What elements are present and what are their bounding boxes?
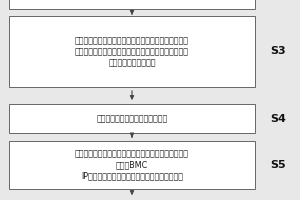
- Bar: [9, 104, 255, 133]
- Bar: [9, 0, 255, 9]
- Text: IP，并记录每个虚拟用户产生的第二唯一标识值: IP，并记录每个虚拟用户产生的第二唯一标识值: [81, 171, 183, 180]
- Text: 时登录BMC: 时登录BMC: [116, 160, 148, 170]
- Text: S5: S5: [270, 160, 286, 170]
- Text: 预定数量的虚拟用户产生的第一唯一标识值是否有效，: 预定数量的虚拟用户产生的第一唯一标识值是否有效，: [75, 47, 189, 56]
- Bar: [9, 141, 255, 189]
- Text: S3: S3: [270, 46, 286, 56]
- Text: 选取多个虚拟用户中预定数量的虚拟用户，并依次验证: 选取多个虚拟用户中预定数量的虚拟用户，并依次验证: [75, 36, 189, 45]
- Text: 响应于失效的第一次数未达到阈值，将多个虚拟用户同: 响应于失效的第一次数未达到阈值，将多个虚拟用户同: [75, 150, 189, 158]
- Text: 并记录失效的第一次数: 并记录失效的第一次数: [108, 58, 156, 67]
- Bar: [9, 16, 255, 87]
- Text: 判断失效的第一次数是否达到阈值: 判断失效的第一次数是否达到阈值: [96, 114, 168, 123]
- Text: S4: S4: [270, 114, 286, 123]
